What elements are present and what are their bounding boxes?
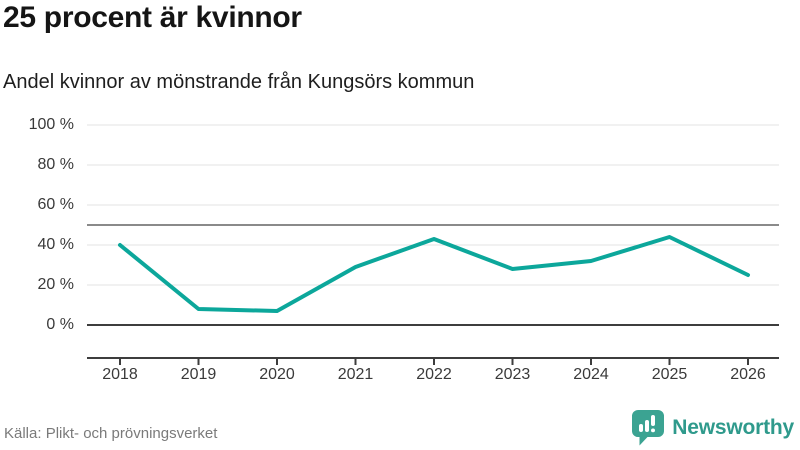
x-tick-label: 2024 <box>573 366 609 383</box>
data-line <box>118 235 750 313</box>
y-tick-label: 20 % <box>37 276 74 293</box>
page-title: 25 procent är kvinnor <box>3 1 302 34</box>
y-tick-label: 0 % <box>46 316 74 333</box>
x-tick-label: 2021 <box>337 366 374 383</box>
newsworthy-wordmark: Newsworthy <box>672 415 794 439</box>
y-tick-label: 80 % <box>37 156 74 173</box>
newsworthy-logo-icon <box>632 410 665 446</box>
x-tick-label: 2022 <box>416 366 452 383</box>
data-line-group <box>118 235 750 313</box>
x-tick-label: 2018 <box>102 366 138 383</box>
source-note: Källa: Plikt- och prövningsverket <box>4 425 218 442</box>
x-tick-label: 2026 <box>730 366 766 383</box>
y-tick-label: 40 % <box>37 236 74 253</box>
x-tick-label: 2019 <box>180 366 217 383</box>
x-tick-label: 2025 <box>651 366 688 383</box>
chart-subtitle: Andel kvinnor av mönstrande från Kungsör… <box>3 71 475 93</box>
y-tick-label: 100 % <box>28 116 74 133</box>
gridlines <box>87 124 779 326</box>
newsworthy-logo: Newsworthy <box>631 409 794 446</box>
x-tick-label: 2020 <box>259 366 295 383</box>
y-tick-label: 60 % <box>37 196 74 213</box>
x-axis <box>87 357 779 365</box>
x-tick-label: 2023 <box>494 366 531 383</box>
